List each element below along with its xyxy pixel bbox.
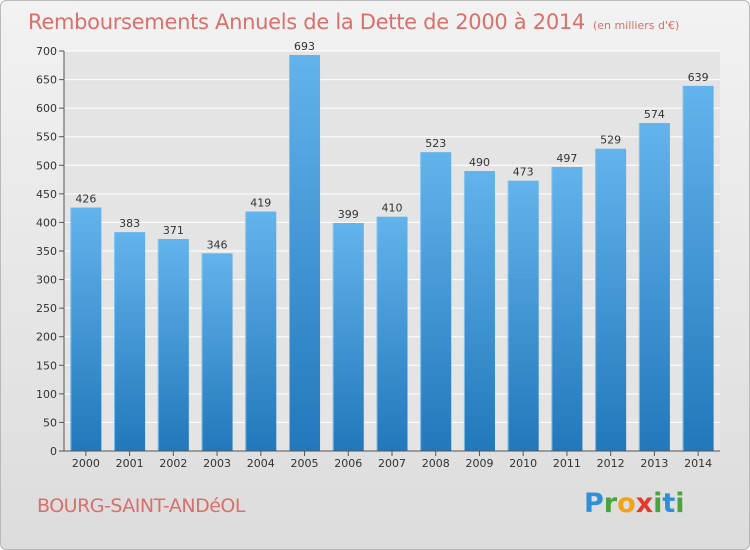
x-tick-label: 2013 bbox=[640, 457, 668, 470]
x-tick-label: 2012 bbox=[597, 457, 625, 470]
logo-letter: r bbox=[603, 488, 618, 519]
x-tick-label: 2014 bbox=[684, 457, 712, 470]
y-tick-label: 550 bbox=[36, 131, 57, 144]
bar-highlight bbox=[638, 123, 640, 451]
x-tick-label: 2010 bbox=[509, 457, 537, 470]
bar-highlight bbox=[595, 148, 597, 451]
x-tick-label: 2003 bbox=[203, 457, 231, 470]
bar bbox=[507, 180, 539, 451]
bar-highlight bbox=[289, 55, 291, 451]
logo-letter: x bbox=[635, 488, 654, 519]
logo-letter: t bbox=[662, 488, 676, 519]
data-label: 490 bbox=[469, 156, 490, 169]
logo-letter: i bbox=[675, 488, 685, 519]
data-label: 426 bbox=[75, 193, 96, 206]
data-label: 346 bbox=[207, 238, 228, 251]
bar bbox=[289, 55, 321, 451]
y-tick-label: 400 bbox=[36, 216, 57, 229]
data-label: 399 bbox=[338, 208, 359, 221]
bar bbox=[638, 123, 670, 451]
bar bbox=[463, 171, 495, 451]
x-tick-label: 2008 bbox=[422, 457, 450, 470]
bar-highlight bbox=[245, 211, 247, 451]
y-tick-label: 250 bbox=[36, 302, 57, 315]
data-label: 371 bbox=[163, 224, 184, 237]
y-tick-label: 200 bbox=[36, 331, 57, 344]
data-label: 529 bbox=[600, 134, 621, 147]
bar bbox=[201, 253, 233, 451]
data-label: 523 bbox=[425, 137, 446, 150]
bar-highlight bbox=[420, 152, 422, 451]
y-tick-label: 100 bbox=[36, 388, 57, 401]
x-tick-label: 2004 bbox=[247, 457, 275, 470]
y-tick-label: 50 bbox=[43, 416, 57, 429]
y-tick-label: 0 bbox=[50, 445, 57, 458]
y-tick-label: 700 bbox=[36, 45, 57, 58]
x-tick-label: 2005 bbox=[291, 457, 319, 470]
x-tick-label: 2006 bbox=[334, 457, 362, 470]
bar-highlight bbox=[70, 207, 72, 451]
bar bbox=[420, 152, 452, 451]
bar-highlight bbox=[201, 253, 203, 451]
y-tick-label: 600 bbox=[36, 102, 57, 115]
bar-highlight bbox=[551, 167, 553, 451]
data-label: 574 bbox=[644, 108, 665, 121]
logo-letter: i bbox=[653, 488, 663, 519]
data-label: 419 bbox=[250, 197, 271, 210]
y-tick-label: 650 bbox=[36, 74, 57, 87]
data-label: 639 bbox=[688, 71, 709, 84]
bar bbox=[70, 207, 102, 451]
y-tick-label: 500 bbox=[36, 159, 57, 172]
axis-layer: 0 50 100 150 200 250 300 350 400 450 500 550 600 650 7… bbox=[36, 45, 720, 470]
bar bbox=[245, 211, 277, 451]
data-label: 383 bbox=[119, 217, 140, 230]
y-tick-label: 300 bbox=[36, 274, 57, 287]
logo-letter: P bbox=[584, 488, 604, 519]
bar bbox=[682, 85, 714, 451]
bar bbox=[551, 167, 583, 451]
bar bbox=[332, 223, 364, 451]
bar-highlight bbox=[157, 239, 159, 451]
logo-letter: o bbox=[617, 488, 636, 519]
bar bbox=[114, 232, 146, 451]
data-label: 473 bbox=[513, 166, 534, 179]
y-tick-label: 150 bbox=[36, 359, 57, 372]
x-tick-label: 2000 bbox=[72, 457, 100, 470]
y-tick-label: 450 bbox=[36, 188, 57, 201]
chart-title: Remboursements Annuels de la Dette de 20… bbox=[28, 10, 679, 34]
chart-title-text: Remboursements Annuels de la Dette de 20… bbox=[28, 10, 585, 34]
x-tick-label: 2007 bbox=[378, 457, 406, 470]
bar-highlight bbox=[114, 232, 116, 451]
y-tick-label: 350 bbox=[36, 245, 57, 258]
x-tick-label: 2002 bbox=[159, 457, 187, 470]
data-label: 497 bbox=[556, 152, 577, 165]
bar-layer: 426 383 371 346 419 693 399 410 523 490 473 497 529 5… bbox=[70, 40, 714, 451]
bar-highlight bbox=[507, 180, 509, 451]
bar-highlight bbox=[682, 85, 684, 451]
chart-subtitle: (en milliers d'€) bbox=[593, 19, 680, 32]
bar bbox=[157, 239, 189, 451]
data-label: 693 bbox=[294, 40, 315, 53]
proxiti-logo[interactable]: Proxiti bbox=[584, 488, 685, 519]
commune-name: BOURG-SAINT-ANDéOL bbox=[37, 495, 245, 517]
x-tick-label: 2011 bbox=[553, 457, 581, 470]
x-tick-label: 2001 bbox=[116, 457, 144, 470]
x-tick-label: 2009 bbox=[465, 457, 493, 470]
bar-highlight bbox=[376, 216, 378, 451]
bar bbox=[595, 148, 627, 451]
bar-highlight bbox=[332, 223, 334, 451]
bar-highlight bbox=[463, 171, 465, 451]
data-label: 410 bbox=[382, 202, 403, 215]
bar bbox=[376, 216, 408, 451]
